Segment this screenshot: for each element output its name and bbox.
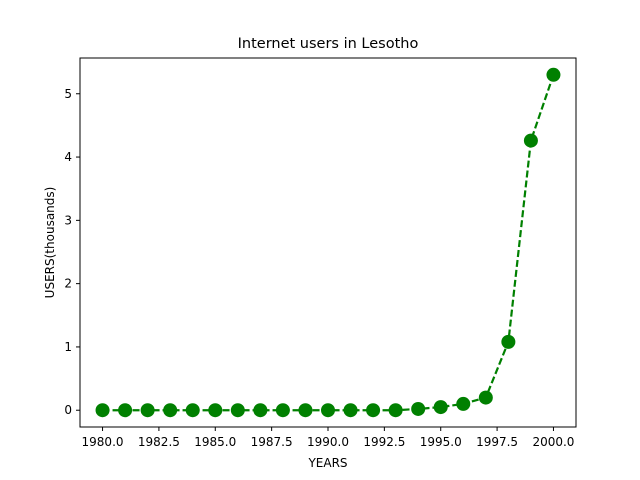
data-point-1992: [366, 403, 381, 418]
plot-frame: [79, 57, 577, 428]
data-point-1986: [230, 403, 245, 418]
x-tick-label: 1982.5: [138, 435, 180, 449]
x-tick-label: 1997.5: [476, 435, 518, 449]
y-axis-label: USERS(thousands): [43, 187, 57, 299]
data-point-1996: [456, 396, 471, 411]
y-tick-label: 1: [64, 340, 72, 354]
data-point-1989: [298, 403, 313, 418]
x-tick-label: 1995.0: [420, 435, 462, 449]
x-tick-label: 1980.0: [82, 435, 124, 449]
x-axis-ticks: 1980.0 1982.5 1985.0 1987.5 1990.0 1992.5 1995…: [82, 427, 574, 449]
data-point-1998: [501, 334, 516, 349]
data-point-1995: [433, 400, 448, 415]
y-tick-label: 3: [64, 213, 72, 227]
data-point-1988: [275, 403, 290, 418]
chart-title: Internet users in Lesotho: [238, 36, 419, 52]
x-tick-label: 1992.5: [363, 435, 405, 449]
data-point-1984: [185, 403, 200, 418]
x-tick-label: 2000.0: [532, 435, 574, 449]
data-point-1987: [253, 403, 268, 418]
data-point-1985: [208, 403, 223, 418]
plot-area: [80, 58, 576, 427]
data-point-1982: [140, 403, 155, 418]
data-point-1983: [163, 403, 178, 418]
data-point-1990: [321, 403, 335, 418]
data-point-1999: [523, 133, 538, 148]
data-point-1993: [388, 403, 403, 418]
x-axis-label: YEARS: [307, 456, 347, 470]
y-tick-label: 5: [64, 87, 72, 101]
data-point-1980: [95, 403, 110, 418]
x-tick-label: 1990.0: [307, 435, 349, 449]
series-markers: [95, 67, 561, 418]
data-point-2000: [546, 67, 561, 82]
y-tick-label: 0: [64, 403, 72, 417]
data-point-1994: [411, 401, 426, 416]
y-axis-ticks: 0 1 2 3 4 5: [64, 87, 80, 417]
y-tick-label: 2: [64, 277, 72, 291]
x-tick-label: 1985.0: [194, 435, 236, 449]
y-tick-label: 4: [64, 150, 72, 164]
data-point-1991: [343, 403, 358, 418]
data-point-1997: [478, 390, 493, 405]
data-point-1981: [118, 403, 133, 418]
x-tick-label: 1987.5: [251, 435, 293, 449]
